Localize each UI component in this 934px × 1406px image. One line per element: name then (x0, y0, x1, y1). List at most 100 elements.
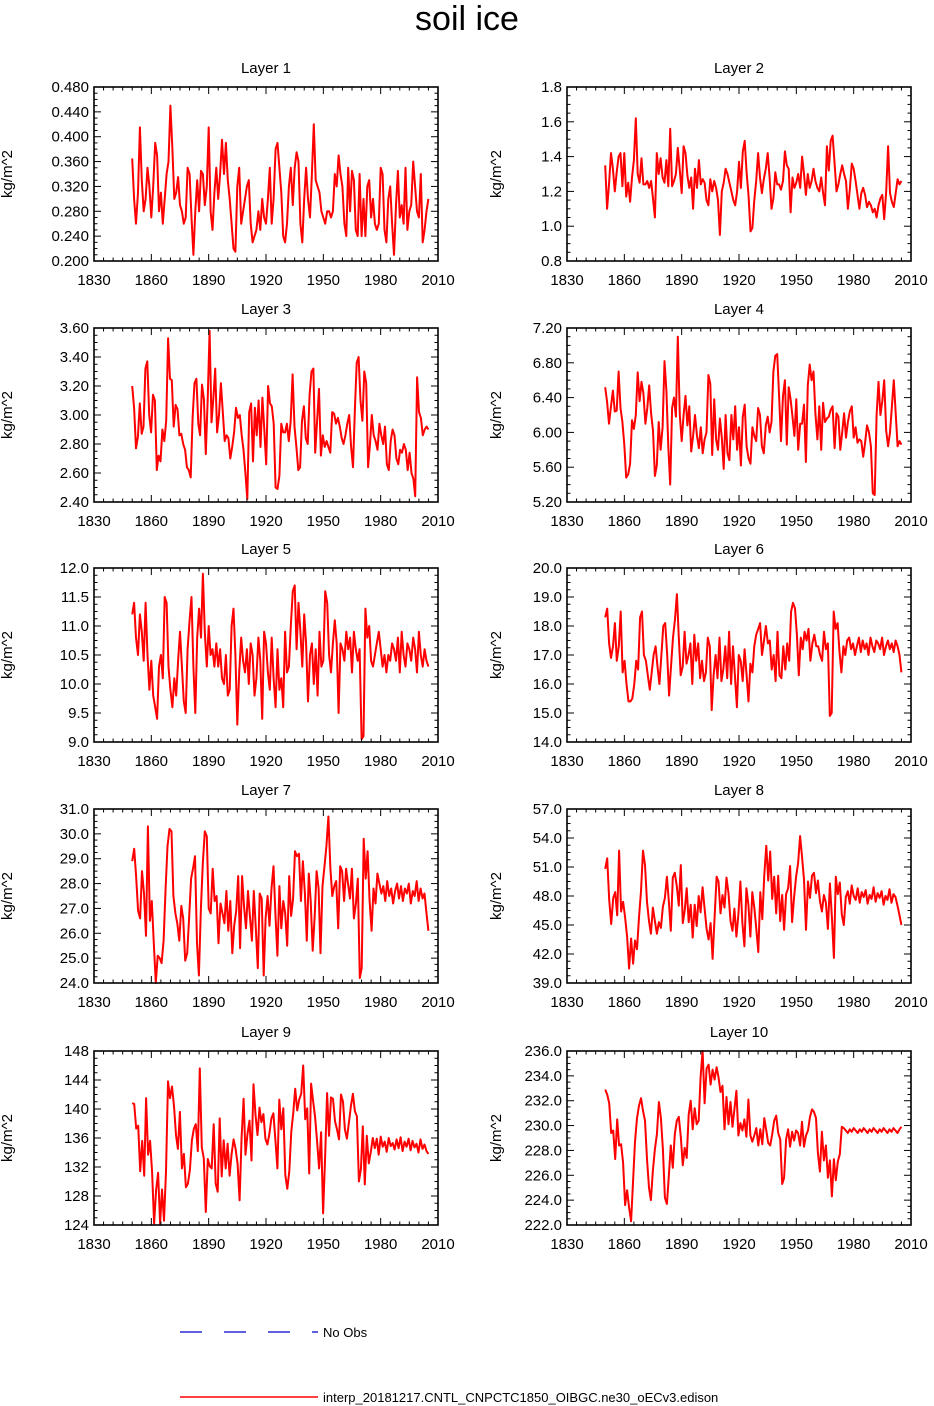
layer-7-ytick-label: 29.0 (60, 851, 89, 868)
layer-9-xtick-label: 1950 (307, 1236, 340, 1253)
layer-7-ytick-label: 25.0 (60, 950, 89, 967)
layer-3-ytick-label: 2.40 (60, 494, 89, 511)
layer-7-ytick-label: 30.0 (60, 826, 89, 843)
layer-5-xtick-label: 2010 (421, 753, 454, 770)
layer-7-ytick-label: 31.0 (60, 801, 89, 818)
layer-9-ytick-label: 140 (64, 1101, 89, 1118)
layer-2-xtick-label: 1860 (608, 272, 641, 289)
layer-6-ytick-label: 16.0 (533, 676, 562, 693)
layer-5-ytick-label: 12.0 (60, 560, 89, 577)
layer-9-ytick-label: 144 (64, 1072, 89, 1089)
layer-5-ytick-label: 10.0 (60, 676, 89, 693)
layer-8-xtick-label: 1920 (722, 994, 755, 1011)
layer-4-ytick-label: 6.40 (533, 390, 562, 407)
layer-3-ylabel: kg/m^2 (0, 391, 16, 439)
layer-4-ytick-label: 5.60 (533, 459, 562, 476)
layer-6-panel: Layer 6 1830 1860 1890 1920 1950 1980 2010 14.0 1… (488, 541, 928, 770)
layer-10-series-line (604, 1050, 903, 1223)
layer-3-panel: Layer 3 1830 1860 1890 1920 1950 1980 2010 2.40 2… (0, 301, 455, 530)
layer-4-ytick-label: 5.20 (533, 494, 562, 511)
layer-8-xtick-label: 1950 (780, 994, 813, 1011)
layer-3-ytick-label: 2.80 (60, 436, 89, 453)
legend: No Obs interp_20181217.CNTL_CNPCTC1850_O… (180, 1325, 718, 1405)
layer-4-xtick-label: 1890 (665, 513, 698, 530)
layer-3-ytick-label: 3.60 (60, 320, 89, 337)
layer-10-ylabel: kg/m^2 (488, 1114, 505, 1162)
layer-8-ytick-label: 57.0 (533, 801, 562, 818)
layer-10-panel: Layer 10 1830 1860 1890 1920 1950 1980 2010 222.… (488, 1024, 928, 1253)
layer-4-series-line (604, 335, 903, 496)
layer-2-panel: Layer 2 1830 1860 1890 1920 1950 1980 2010 0.8 1.… (488, 60, 928, 289)
layer-9-xtick-label: 1920 (249, 1236, 282, 1253)
layer-9-ytick-label: 124 (64, 1217, 89, 1234)
layer-9-panel: Layer 9 1830 1860 1890 1920 1950 1980 2010 124 12… (0, 1024, 455, 1253)
layer-6-title: Layer 6 (714, 541, 764, 558)
layer-9-xtick-label: 1830 (77, 1236, 110, 1253)
layer-2-xtick-label: 1920 (722, 272, 755, 289)
layer-9-ytick-label: 136 (64, 1130, 89, 1147)
layer-3-xtick-label: 1980 (364, 513, 397, 530)
layer-10-ytick-label: 228.0 (524, 1142, 562, 1159)
layer-10-xtick-label: 2010 (894, 1236, 927, 1253)
layer-1-ytick-label: 0.440 (51, 104, 89, 121)
layer-2-title: Layer 2 (714, 60, 764, 77)
layer-7-xtick-label: 1980 (364, 994, 397, 1011)
layer-9-xtick-label: 2010 (421, 1236, 454, 1253)
layer-4-title: Layer 4 (714, 301, 764, 318)
layer-4-ytick-label: 6.80 (533, 355, 562, 372)
layer-5-ytick-label: 11.5 (61, 589, 89, 606)
layer-1-panel: Layer 1 1830 1860 1890 1920 1950 1980 2010 0.200… (0, 60, 455, 289)
layer-9-xtick-label: 1860 (135, 1236, 168, 1253)
layer-2-ytick-label: 1.8 (541, 79, 562, 96)
layer-4-panel: Layer 4 1830 1860 1890 1920 1950 1980 2010 5.20 5… (488, 301, 928, 530)
layer-6-ytick-label: 17.0 (533, 647, 562, 664)
layer-1-ytick-label: 0.320 (51, 178, 89, 195)
layer-6-xtick-label: 1920 (722, 753, 755, 770)
layer-6-xtick-label: 1980 (837, 753, 870, 770)
layer-1-xtick-label: 1830 (77, 272, 110, 289)
layer-3-xtick-label: 1890 (192, 513, 225, 530)
layer-6-ytick-label: 18.0 (533, 618, 562, 635)
layer-3-title: Layer 3 (241, 301, 291, 318)
layer-9-xtick-label: 1890 (192, 1236, 225, 1253)
legend-no-obs-label: No Obs (323, 1325, 368, 1340)
layer-1-xtick-label: 2010 (421, 272, 454, 289)
layer-7-xtick-label: 1830 (77, 994, 110, 1011)
layer-2-ytick-label: 1.4 (541, 149, 562, 166)
layer-7-panel: Layer 7 1830 1860 1890 1920 1950 1980 2010 24.0 2… (0, 782, 455, 1011)
layer-3-frame (93, 327, 439, 503)
layer-8-ytick-label: 51.0 (533, 859, 562, 876)
layer-1-series-line (131, 104, 430, 256)
layer-2-xtick-label: 1830 (550, 272, 583, 289)
layer-9-ytick-label: 148 (64, 1043, 89, 1060)
layer-5-ytick-label: 9.5 (68, 705, 89, 722)
layer-4-ytick-label: 6.00 (533, 424, 562, 441)
layer-10-xtick-label: 1830 (550, 1236, 583, 1253)
layer-10-ytick-label: 236.0 (524, 1043, 562, 1060)
layer-3-xtick-label: 1920 (249, 513, 282, 530)
layer-4-ylabel: kg/m^2 (488, 391, 505, 439)
layer-1-xtick-label: 1920 (249, 272, 282, 289)
layer-8-ylabel: kg/m^2 (488, 872, 505, 920)
layer-2-ytick-label: 0.8 (541, 253, 562, 270)
layer-1-title: Layer 1 (241, 60, 291, 77)
layer-8-panel: Layer 8 1830 1860 1890 1920 1950 1980 2010 39.0 4… (488, 782, 928, 1011)
figure-title: soil ice (415, 0, 519, 38)
layer-9-xtick-label: 1980 (364, 1236, 397, 1253)
layer-4-xtick-label: 1980 (837, 513, 870, 530)
layer-5-ytick-label: 10.5 (60, 647, 89, 664)
layer-5-xtick-label: 1980 (364, 753, 397, 770)
layer-4-xtick-label: 1950 (780, 513, 813, 530)
layer-5-xtick-label: 1920 (249, 753, 282, 770)
layer-2-series-line (604, 117, 903, 236)
layer-5-title: Layer 5 (241, 541, 291, 558)
layer-4-xtick-label: 1860 (608, 513, 641, 530)
layer-2-ytick-label: 1.2 (541, 183, 562, 200)
layer-10-ytick-label: 230.0 (524, 1118, 562, 1135)
layer-1-ytick-label: 0.360 (51, 154, 89, 171)
layer-3-xtick-label: 1830 (77, 513, 110, 530)
layer-6-ytick-label: 19.0 (533, 589, 562, 606)
layer-7-ytick-label: 26.0 (60, 925, 89, 942)
layer-5-ytick-label: 11.0 (61, 618, 89, 635)
layer-6-ylabel: kg/m^2 (488, 631, 505, 679)
